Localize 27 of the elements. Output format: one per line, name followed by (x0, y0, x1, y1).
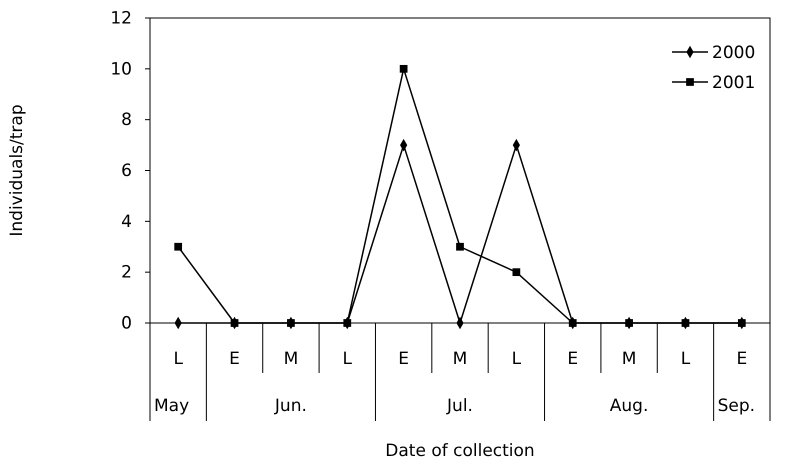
x-tick-label: M (284, 349, 298, 369)
text: Sep. (718, 396, 756, 416)
text: Jun. (274, 396, 307, 416)
x-tick-label: E (567, 349, 578, 369)
legend-label: 2001 (712, 73, 756, 93)
x-tick-label: L (680, 349, 691, 369)
x-tick-label: L (173, 349, 184, 369)
y-tick-label: 0 (121, 313, 132, 334)
x-tick-label: M (622, 349, 636, 369)
text: Aug. (610, 396, 648, 416)
y-tick-label: 8 (121, 110, 132, 130)
x-tick-label: L (342, 349, 353, 369)
legend-label: 2000 (712, 43, 756, 63)
y-axis-title: Individuals/trap (7, 104, 27, 237)
x-tick-label: E (736, 349, 748, 369)
text: May (154, 396, 190, 416)
y-tick-label: 12 (110, 8, 132, 28)
x-tick-label: E (398, 349, 410, 369)
x-tick-label: L (512, 349, 522, 369)
x-tick-label: M (452, 349, 468, 369)
text: Jul. (446, 396, 473, 416)
y-tick-label: 4 (121, 212, 132, 232)
y-tick-label: 2 (121, 262, 132, 283)
y-tick-label: 6 (121, 160, 132, 181)
x-axis-title: Date of collection (385, 441, 535, 461)
x-tick-label: E (229, 349, 240, 369)
y-tick-label: 10 (110, 59, 132, 80)
